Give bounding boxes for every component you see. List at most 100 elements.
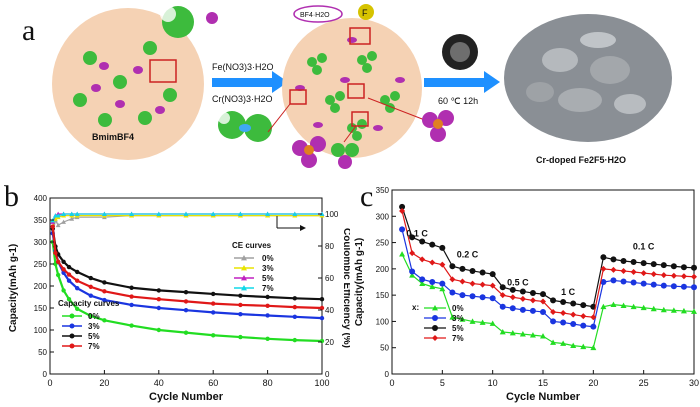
rate-data-point	[640, 280, 647, 287]
rate-data-point	[650, 305, 657, 312]
rate-label: 1 C	[561, 287, 576, 297]
y-tick-label-c: 0	[385, 370, 390, 379]
panel-letter-b: b	[4, 180, 19, 213]
rate-data-point	[620, 278, 627, 285]
rate-label: 0.5 C	[507, 278, 529, 288]
reagent-fe-label: Fe(NO3)3·H2O	[212, 62, 274, 72]
rate-data-point	[459, 265, 466, 272]
legend-title-ce: CE curves	[232, 241, 272, 250]
rate-data-point	[519, 331, 526, 337]
capacity-data-point	[211, 333, 216, 338]
y-tick-label-b: 150	[34, 304, 48, 313]
rate-data-point	[449, 314, 456, 320]
rate-data-point	[550, 318, 557, 325]
x-tick-label-c: 25	[639, 378, 649, 388]
rate-data-point	[610, 256, 617, 263]
rate-data-point	[580, 322, 587, 329]
rate-data-point	[570, 321, 577, 328]
rate-data-point	[479, 319, 486, 325]
rate-data-point	[419, 276, 426, 283]
legend-swatch-marker	[432, 305, 438, 311]
capacity-series-line	[51, 241, 323, 343]
rate-data-point	[660, 272, 667, 279]
x-axis-title-c: Cycle Number	[506, 391, 581, 403]
rate-data-point	[429, 283, 436, 290]
rate-data-point	[680, 307, 687, 314]
rate-data-point	[429, 241, 436, 248]
legend-title-capacity: Capacity curves	[58, 299, 120, 308]
condition-label: 60 ℃ 12h	[438, 96, 478, 106]
y-tick-label-b: 100	[34, 326, 48, 335]
x-tick-label-c: 10	[488, 378, 498, 388]
legend-swatch-marker	[69, 313, 75, 319]
rate-data-point	[670, 263, 677, 270]
rate-data-point	[590, 323, 597, 330]
y-tick-label-b: 0	[43, 370, 48, 379]
rate-chart: c 0 5 10 15 20 25 30 0 50 100 150 200 250 300 350 0.1…	[354, 180, 699, 403]
rate-data-point	[459, 316, 466, 322]
rate-data-point	[469, 318, 476, 324]
x-tick-label-c: 20	[588, 378, 598, 388]
rate-data-point	[429, 259, 436, 266]
y-tick-label-c: 350	[376, 186, 390, 195]
y-right-tick-label-b: 60	[325, 274, 334, 283]
bf4-label: BF4·H2O	[300, 12, 330, 19]
rate-data-point	[580, 302, 587, 309]
rate-data-point	[590, 344, 597, 351]
reagent-cr-label: Cr(NO3)3·H2O	[212, 94, 273, 104]
rate-data-point	[550, 339, 557, 345]
y-tick-label-b: 350	[34, 216, 48, 225]
rate-data-point	[680, 283, 687, 290]
rate-data-point	[429, 279, 436, 285]
capacity-data-point	[156, 327, 161, 333]
cluster-illustrations	[267, 97, 454, 169]
rate-data-point	[670, 283, 677, 290]
rate-data-point	[560, 298, 567, 305]
capacity-data-point	[75, 286, 80, 291]
ce-data-point	[69, 211, 75, 216]
ce-data-point	[210, 211, 216, 216]
y-tick-label-b: 300	[34, 238, 48, 247]
ce-data-point	[55, 213, 61, 218]
fluoride-label: F	[362, 8, 368, 18]
rate-data-point	[630, 303, 637, 310]
product-label: Cr-doped Fe2F5·H2O	[536, 155, 626, 165]
capacity-data-point	[88, 313, 94, 319]
y-tick-label-b: 250	[34, 260, 48, 269]
legend-label: 0%	[262, 254, 274, 263]
rate-data-point	[499, 284, 506, 291]
rate-data-point	[670, 307, 677, 313]
rate-data-point	[509, 305, 516, 312]
y-right-tick-label-b: 40	[325, 306, 334, 315]
capacity-data-point	[292, 296, 297, 301]
capacity-data-point	[156, 297, 161, 302]
rate-data-point	[449, 263, 456, 270]
capacity-data-point	[292, 304, 297, 310]
rate-data-point	[660, 306, 667, 313]
x-tick-label-b: 60	[208, 378, 218, 388]
capacity-data-point	[50, 224, 55, 229]
rate-data-point	[650, 271, 657, 278]
capacity-data-point	[88, 275, 94, 281]
ce-data-point	[129, 211, 134, 216]
capacity-data-point	[75, 269, 80, 275]
rate-data-point	[409, 268, 416, 275]
rate-data-point	[650, 281, 657, 288]
rate-data-point	[419, 256, 426, 263]
rate-data-point	[600, 303, 607, 310]
plot-frame-c	[391, 189, 695, 375]
capacity-data-point	[75, 306, 80, 312]
y-axis-title-c: Capacity(mAh g-1)	[354, 238, 365, 326]
rate-data-point	[459, 292, 466, 299]
rate-data-point	[469, 293, 476, 300]
autoclave-icon	[442, 34, 478, 70]
capacity-data-point	[66, 297, 72, 302]
rate-series-line	[401, 206, 695, 308]
capacity-data-point	[265, 313, 270, 318]
rate-data-point	[439, 285, 446, 292]
capacity-data-point	[319, 338, 325, 344]
rate-data-point	[479, 294, 486, 301]
capacity-data-point	[55, 272, 61, 278]
capacity-data-point	[238, 334, 243, 340]
capacity-data-point	[129, 302, 134, 308]
